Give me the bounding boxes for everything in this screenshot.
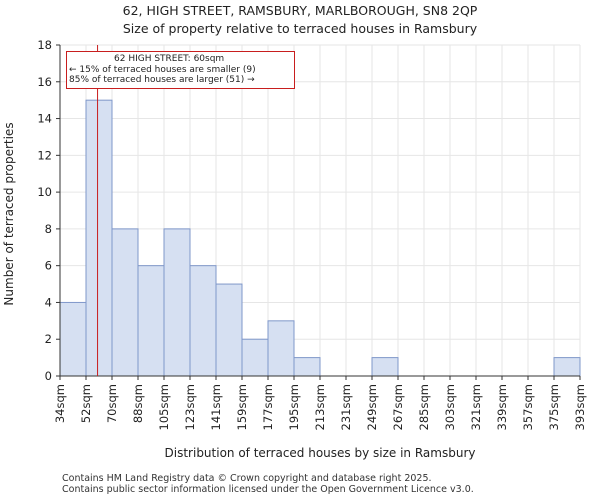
histogram-bar: [553, 357, 581, 377]
y-tick-label: 8: [45, 222, 52, 236]
x-tick-label: 249sqm: [365, 384, 379, 430]
histogram-bar: [85, 99, 113, 377]
x-tick-label: 52sqm: [79, 384, 93, 423]
histogram-bar: [293, 357, 321, 377]
footer-copyright: Contains HM Land Registry data © Crown c…: [62, 473, 432, 484]
y-tick-label: 2: [45, 332, 52, 346]
y-tick-label: 14: [37, 112, 52, 126]
histogram-bar: [137, 265, 165, 377]
y-tick-label: 10: [37, 185, 52, 199]
chart-title: 62, HIGH STREET, RAMSBURY, MARLBOROUGH, …: [122, 3, 478, 18]
property-annotation-box: 62 HIGH STREET: 60sqm ← 15% of terraced …: [66, 51, 295, 89]
annotation-line-3: 85% of terraced houses are larger (51) →: [69, 75, 255, 86]
x-tick-label: 285sqm: [417, 384, 431, 430]
histogram-bar: [163, 228, 191, 377]
y-tick-label: 12: [37, 148, 52, 162]
x-axis-label: Distribution of terraced houses by size …: [165, 446, 476, 460]
footer-licence: Contains public sector information licen…: [62, 484, 474, 495]
x-tick-label: 321sqm: [469, 384, 483, 430]
y-tick-label: 0: [45, 369, 52, 383]
x-tick-label: 213sqm: [313, 384, 327, 430]
histogram-bar: [267, 320, 295, 377]
x-tick-label: 105sqm: [157, 384, 171, 430]
y-tick-label: 6: [45, 259, 52, 273]
x-tick-label: 303sqm: [443, 384, 457, 430]
y-tick-label: 18: [37, 38, 52, 52]
x-tick-label: 357sqm: [521, 384, 535, 430]
histogram-bar: [189, 265, 217, 377]
histogram-bar: [111, 228, 139, 377]
histogram-bar: [371, 357, 399, 377]
x-tick-label: 34sqm: [53, 384, 67, 423]
histogram-bar: [215, 283, 243, 377]
histogram-bar: [59, 301, 87, 377]
histogram-bar: [241, 338, 269, 377]
x-tick-label: 70sqm: [105, 384, 119, 423]
annotation-line-2: ← 15% of terraced houses are smaller (9): [69, 64, 256, 75]
chart-subtitle: Size of property relative to terraced ho…: [122, 21, 478, 36]
y-tick-label: 16: [37, 75, 52, 89]
x-tick-label: 393sqm: [573, 384, 587, 430]
x-tick-label: 88sqm: [131, 384, 145, 423]
x-tick-label: 159sqm: [235, 384, 249, 430]
x-tick-label: 231sqm: [339, 384, 353, 430]
x-tick-label: 177sqm: [261, 384, 275, 430]
x-tick-label: 141sqm: [209, 384, 223, 430]
x-tick-label: 339sqm: [495, 384, 509, 430]
x-tick-label: 267sqm: [391, 384, 405, 430]
x-tick-label: 195sqm: [287, 384, 301, 430]
y-tick-label: 4: [45, 295, 52, 309]
y-axis-label: Number of terraced properties: [2, 122, 16, 305]
x-tick-label: 123sqm: [183, 384, 197, 430]
annotation-line-1: 62 HIGH STREET: 60sqm: [114, 54, 225, 64]
x-tick-label: 375sqm: [547, 384, 561, 430]
